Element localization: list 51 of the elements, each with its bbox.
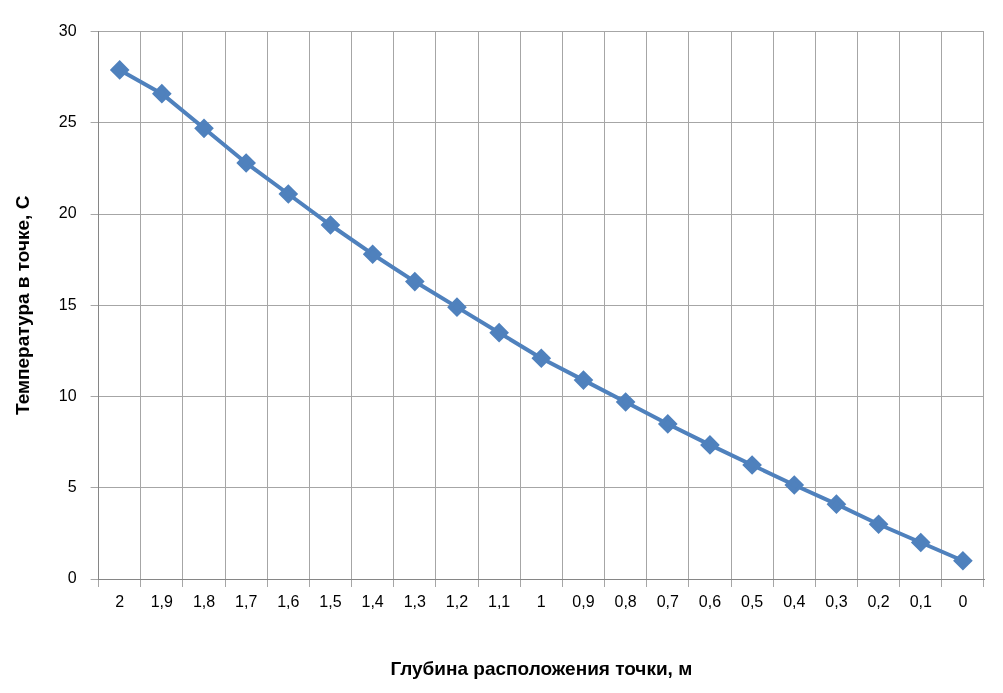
x-tick-label: 1: [536, 593, 546, 611]
point: [827, 495, 846, 514]
point: [152, 84, 171, 103]
x-axis-title: Глубина расположения точки, м: [390, 657, 693, 679]
point: [658, 414, 677, 433]
x-tick-label: 0,8: [614, 593, 637, 611]
y-tick-label: 10: [58, 386, 77, 404]
x-tick-label: 0,3: [825, 593, 848, 611]
point: [532, 349, 551, 368]
x-tick-label: 0,4: [783, 593, 806, 611]
point: [785, 476, 804, 495]
point: [321, 216, 340, 235]
y-tick-label: 5: [67, 478, 77, 496]
x-tick-label: 0,9: [572, 593, 595, 611]
x-tick-label: 0,5: [740, 593, 764, 611]
x-tick-label: 1,2: [445, 593, 469, 611]
x-tick-label: 1,4: [361, 593, 384, 611]
x-tick-label: 1,9: [150, 593, 174, 611]
y-tick-label: 30: [58, 22, 77, 40]
y-axis-title: Температура в точке, С: [11, 195, 33, 415]
x-tick-label: 1,7: [235, 593, 258, 611]
point: [869, 515, 888, 534]
point: [490, 323, 509, 342]
x-tick-label: 1,3: [403, 593, 427, 611]
x-tick-label: 0,1: [909, 593, 932, 611]
y-tick-label: 15: [58, 295, 77, 313]
point: [195, 119, 213, 138]
point: [447, 298, 466, 317]
x-tick-label: 1,5: [319, 593, 342, 611]
x-tick-label: 0,2: [867, 593, 890, 611]
point: [911, 533, 930, 552]
y-tick-label: 0: [67, 569, 77, 587]
x-tick-label: 1,8: [192, 593, 216, 611]
x-tick-label: 0,6: [698, 593, 722, 611]
point: [405, 272, 424, 291]
point: [743, 455, 762, 474]
point: [953, 551, 972, 570]
point: [574, 371, 593, 390]
point: [363, 245, 382, 264]
point: [110, 60, 129, 79]
x-tick-label: 1,1: [488, 593, 511, 611]
point: [700, 435, 719, 454]
point: [616, 393, 635, 412]
y-tick-label: 25: [58, 113, 77, 131]
point: [279, 185, 298, 203]
x-tick-label: 0: [958, 593, 968, 611]
point: [237, 153, 256, 172]
y-tick-label: 20: [58, 204, 77, 222]
x-tick-label: 0,7: [656, 593, 679, 611]
x-tick-label: 2: [115, 593, 125, 611]
x-tick-label: 1,6: [277, 593, 300, 611]
